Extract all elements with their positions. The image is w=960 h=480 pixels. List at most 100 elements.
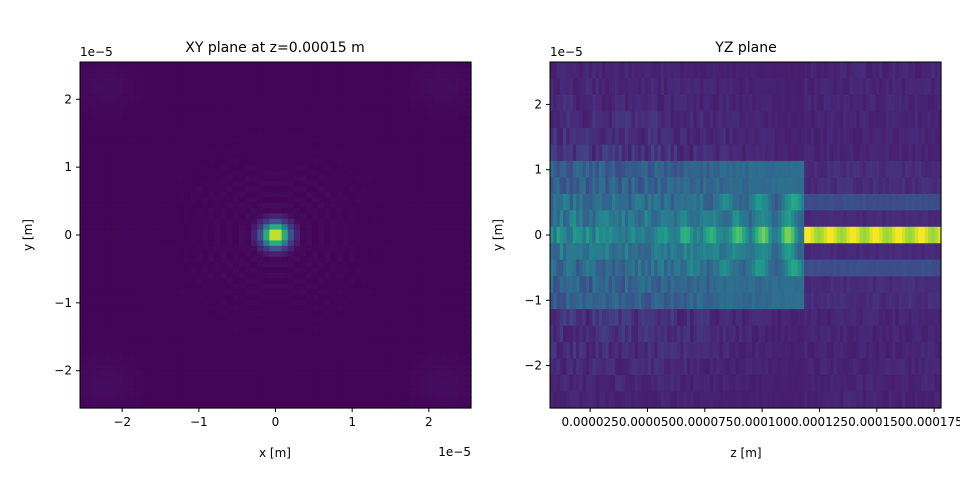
xy-heat-cell xyxy=(379,402,387,409)
xy-heat-cell xyxy=(422,148,429,155)
xy-heat-cell xyxy=(269,191,277,198)
yz-heat-cell xyxy=(585,111,590,129)
xy-heat-cell xyxy=(416,348,423,355)
xy-heat-cell xyxy=(452,305,460,312)
xy-heat-cell xyxy=(183,121,191,128)
yz-heat-cell xyxy=(618,62,623,80)
xy-heat-cell xyxy=(244,343,252,350)
yz-heat-cell xyxy=(657,78,662,96)
xy-heat-cell xyxy=(116,397,124,404)
yz-heat-cell xyxy=(673,325,678,343)
xy-heat-cell xyxy=(348,402,356,409)
xy-heat-cell xyxy=(153,316,161,323)
xy-heat-cell xyxy=(269,245,277,252)
yz-heat-cell xyxy=(611,226,616,244)
xy-heat-cell xyxy=(147,229,154,236)
xy-heat-cell xyxy=(232,224,240,231)
xy-heat-cell xyxy=(141,397,148,404)
xy-heat-cell xyxy=(342,99,350,106)
xy-heat-cell xyxy=(98,191,106,198)
xy-heat-cell xyxy=(464,278,472,285)
xy-heat-cell xyxy=(330,170,338,177)
xy-heat-cell xyxy=(183,213,191,220)
xy-heat-cell xyxy=(354,197,362,204)
xy-heat-cell xyxy=(312,116,319,123)
yz-heat-cell xyxy=(618,111,623,129)
xy-heat-cell xyxy=(122,245,130,252)
xy-heat-cell xyxy=(312,164,319,171)
xy-heat-cell xyxy=(92,359,99,366)
xy-heat-cell xyxy=(244,310,252,317)
xy-heat-cell xyxy=(385,305,393,312)
xy-heat-cell xyxy=(153,262,161,269)
xy-heat-cell xyxy=(92,240,99,247)
xy-heat-cell xyxy=(220,170,228,177)
xy-heat-cell xyxy=(177,278,185,285)
xy-heat-cell xyxy=(116,218,124,225)
xy-heat-cell xyxy=(232,67,240,74)
xy-heat-cell xyxy=(336,94,344,101)
xy-heat-cell xyxy=(263,364,270,371)
yz-heat-cell xyxy=(664,193,668,211)
xy-heat-cell xyxy=(336,191,344,198)
xy-heat-cell xyxy=(165,299,173,306)
xy-heat-cell xyxy=(440,207,448,214)
xy-heat-cell xyxy=(251,267,258,274)
xy-heat-cell xyxy=(183,110,191,117)
xy-heat-cell xyxy=(330,126,338,133)
xy-heat-cell xyxy=(208,121,216,128)
xy-heat-cell xyxy=(367,305,374,312)
yz-heat-cell xyxy=(572,177,577,195)
xy-heat-cell xyxy=(171,353,179,360)
xy-heat-cell xyxy=(159,83,167,90)
yz-heat-cell xyxy=(566,160,571,178)
xy-heat-cell xyxy=(183,370,191,377)
xy-heat-cell xyxy=(391,218,399,225)
xy-heat-cell xyxy=(440,62,448,69)
yz-heat-cell xyxy=(556,111,561,129)
xy-heat-cell xyxy=(275,67,283,74)
xy-heat-cell xyxy=(98,402,106,409)
xy-heat-cell xyxy=(391,164,399,171)
xy-heat-cell xyxy=(128,83,136,90)
xy-heat-cell xyxy=(293,143,301,150)
xy-heat-cell xyxy=(232,375,240,382)
xy-heat-cell xyxy=(275,251,283,258)
xy-heat-cell xyxy=(287,353,295,360)
xy-heat-cell xyxy=(104,62,112,69)
xy-heat-cell xyxy=(159,289,167,296)
xy-heat-cell xyxy=(98,245,106,252)
yz-heat-cell xyxy=(611,243,616,261)
xy-heat-cell xyxy=(397,83,405,90)
yz-heat-cell xyxy=(631,358,636,376)
xy-heat-cell xyxy=(434,132,442,139)
xy-heat-cell xyxy=(214,197,222,204)
yz-heat-cell xyxy=(644,94,649,113)
xy-heat-cell xyxy=(226,283,234,290)
xy-heat-cell xyxy=(80,332,87,339)
yz-heat-cell xyxy=(624,309,629,327)
xy-heat-cell xyxy=(116,353,124,360)
xy-heat-cell xyxy=(281,310,289,317)
xy-heat-cell xyxy=(299,310,307,317)
xy-heat-cell xyxy=(189,235,197,242)
xy-heat-cell xyxy=(306,207,313,214)
xy-heat-cell xyxy=(464,256,472,263)
yz-heat-cell xyxy=(615,259,620,277)
xy-heat-cell xyxy=(434,224,442,231)
xy-heat-cell xyxy=(361,218,368,225)
xy-heat-cell xyxy=(385,153,393,160)
xy-heat-cell xyxy=(299,180,307,187)
xy-heat-cell xyxy=(238,126,246,133)
xy-heat-cell xyxy=(440,83,448,90)
yz-heat-cell xyxy=(553,226,558,244)
xy-heat-cell xyxy=(416,283,423,290)
xy-heat-cell xyxy=(80,180,87,187)
xy-heat-cell xyxy=(348,159,356,166)
xy-heat-cell xyxy=(214,164,222,171)
xy-heat-cell xyxy=(434,229,442,236)
xy-heat-cell xyxy=(153,364,161,371)
xy-heat-cell xyxy=(361,397,368,404)
xy-heat-cell xyxy=(397,326,405,333)
xy-heat-cell xyxy=(189,310,197,317)
